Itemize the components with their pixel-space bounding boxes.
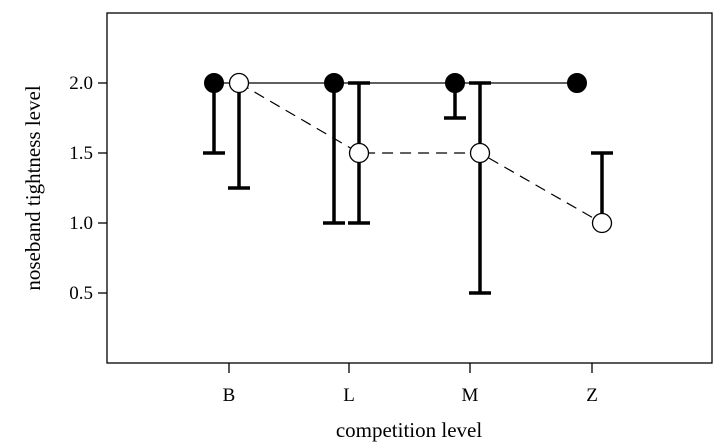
axis-layer: 0.5 1.0 1.5 2.0 B L M Z	[69, 73, 598, 406]
data-point	[567, 73, 587, 93]
series-1	[203, 73, 587, 225]
y-tick-label: 2.0	[69, 73, 93, 94]
data-point	[591, 212, 613, 234]
x-tick-label: M	[462, 385, 479, 406]
data-point	[348, 142, 370, 164]
x-tick-label: Z	[586, 385, 598, 406]
data-point	[469, 142, 491, 164]
series-layer	[203, 72, 613, 295]
y-axis-title: noseband tightness level	[21, 85, 45, 290]
x-axis-title: competition level	[336, 418, 483, 442]
plot-frame	[106, 12, 713, 364]
data-point	[445, 73, 465, 93]
data-point	[228, 72, 250, 94]
x-tick-label: B	[223, 385, 236, 406]
y-tick-label: 0.5	[69, 283, 93, 304]
series-line	[238, 82, 603, 224]
x-tick-label: L	[343, 385, 355, 406]
y-tick-label: 1.5	[69, 143, 93, 164]
series-2	[228, 72, 613, 295]
data-point	[204, 73, 224, 93]
y-tick-label: 1.0	[69, 213, 93, 234]
data-point	[324, 73, 344, 93]
